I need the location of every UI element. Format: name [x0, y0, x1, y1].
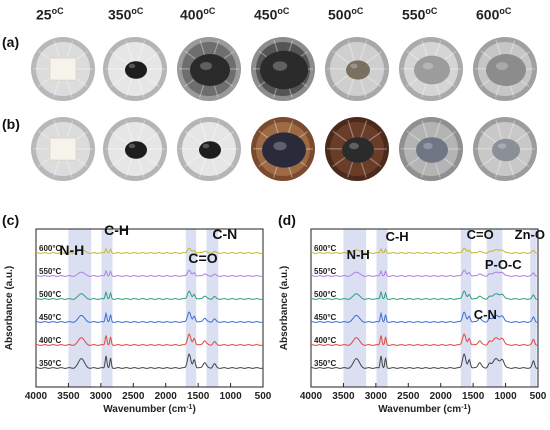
temp-label-350: 350oC	[108, 6, 144, 23]
series-label-350: 350°C	[314, 359, 337, 368]
panel-label-d: (d)	[278, 212, 296, 228]
temp-label-500: 500oC	[328, 6, 364, 23]
band-2	[460, 229, 472, 387]
sample-photo-b-7	[473, 117, 537, 181]
series-line-450	[310, 311, 539, 323]
band-0	[68, 229, 92, 387]
annotation-c=o: C=O	[467, 227, 494, 242]
annotation-c-n: C-N	[474, 307, 497, 322]
band-2	[185, 229, 197, 387]
x-tick-label-4000: 4000	[25, 391, 48, 402]
x-axis-label: Wavenumber (cm-1)	[103, 404, 196, 416]
series-label-550: 550°C	[39, 267, 62, 276]
x-tick-label-1000: 1000	[219, 391, 242, 402]
series-line-500	[310, 290, 539, 300]
annotation-c=o: C=O	[188, 250, 217, 266]
series-label-400: 400°C	[314, 336, 337, 345]
series-label-600: 600°C	[314, 244, 337, 253]
series-line-600	[35, 247, 264, 254]
series-label-450: 450°C	[314, 313, 337, 322]
x-tick-label-3000: 3000	[365, 391, 388, 402]
plot-frame	[310, 228, 539, 388]
sample-photo-b-5	[325, 117, 389, 181]
series-line-550	[310, 269, 539, 277]
sample-photo-b-4	[251, 117, 315, 181]
temp-label-25: 25oC	[36, 6, 64, 23]
x-axis-label: Wavenumber (cm-1)	[378, 404, 471, 416]
band-4	[530, 229, 537, 387]
panel-label-a: (a)	[2, 34, 20, 50]
series-label-550: 550°C	[314, 267, 337, 276]
series-line-350	[310, 353, 539, 369]
series-line-350	[35, 353, 264, 369]
x-tick-label-2000: 2000	[155, 391, 178, 402]
y-axis-label: Absorbance (a.u.)	[279, 266, 290, 350]
temp-label-550: 550oC	[402, 6, 438, 23]
x-tick-label-1500: 1500	[462, 391, 485, 402]
x-tick-label-2500: 2500	[122, 391, 145, 402]
series-line-600	[310, 247, 539, 254]
x-tick-label-3500: 3500	[57, 391, 80, 402]
annotation-c-n: C-N	[212, 226, 237, 242]
x-tick-label-3000: 3000	[90, 391, 113, 402]
x-tick-label-2000: 2000	[430, 391, 453, 402]
sample-photo-a-7	[473, 37, 537, 101]
series-label-500: 500°C	[314, 290, 337, 299]
annotation-p-o-c: P-O-C	[485, 257, 522, 272]
series-line-500	[35, 290, 264, 300]
band-1	[101, 229, 113, 387]
panel-label-c: (c)	[2, 212, 20, 228]
temp-label-450: 450oC	[254, 6, 290, 23]
series-label-600: 600°C	[39, 244, 62, 253]
sample-photo-a-3	[177, 37, 241, 101]
band-0	[343, 229, 367, 387]
x-tick-label-4000: 4000	[300, 391, 323, 402]
sample-photo-b-3	[177, 117, 241, 181]
sample-photo-a-4	[251, 37, 315, 101]
x-tick-label-500: 500	[255, 391, 272, 402]
band-3	[206, 229, 219, 387]
annotation-c-h: C-H	[104, 222, 129, 238]
series-line-450	[35, 311, 264, 323]
x-tick-label-3500: 3500	[332, 391, 355, 402]
plot-frame	[35, 228, 264, 388]
sample-photo-a-5	[325, 37, 389, 101]
band-3	[486, 229, 503, 387]
temp-label-400: 400oC	[180, 6, 216, 23]
sample-photo-a-2	[103, 37, 167, 101]
annotation-c-h: C-H	[386, 229, 409, 244]
sample-photo-b-2	[103, 117, 167, 181]
y-axis-label: Absorbance (a.u.)	[4, 266, 15, 350]
series-line-550	[35, 269, 264, 277]
sample-photo-b-1	[31, 117, 95, 181]
series-label-450: 450°C	[39, 313, 62, 322]
series-label-400: 400°C	[39, 336, 62, 345]
annotation-n-h: N-H	[59, 242, 84, 258]
sample-photo-a-1	[31, 37, 95, 101]
sample-photo-a-6	[399, 37, 463, 101]
ftir-chart-c: 4000 3500 3000 2500 2000 1500 1000 500 Wavenumbe…	[4, 222, 272, 416]
series-label-500: 500°C	[39, 290, 62, 299]
series-line-400	[35, 333, 264, 346]
series-label-350: 350°C	[39, 359, 62, 368]
sample-photo-b-6	[399, 117, 463, 181]
ftir-chart-d: 4000 3500 3000 2500 2000 1500 1000 500 Wavenumbe…	[279, 227, 547, 416]
band-1	[376, 229, 388, 387]
annotation-zn-o: Zn-O	[515, 227, 545, 242]
temp-label-600: 600oC	[476, 6, 512, 23]
x-tick-label-2500: 2500	[397, 391, 420, 402]
x-tick-label-1000: 1000	[494, 391, 517, 402]
x-tick-label-500: 500	[530, 391, 547, 402]
x-tick-label-1500: 1500	[187, 391, 210, 402]
series-line-400	[310, 333, 539, 346]
panel-label-b: (b)	[2, 116, 20, 132]
annotation-n-h: N-H	[347, 247, 370, 262]
